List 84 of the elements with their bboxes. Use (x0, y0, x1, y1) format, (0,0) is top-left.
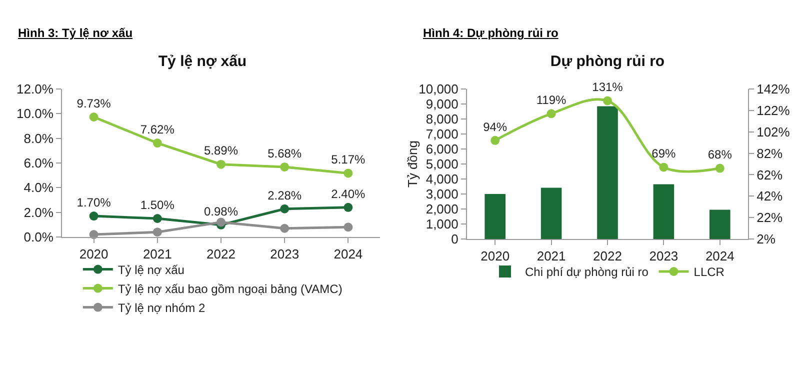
data-label: 2.40% (331, 186, 366, 201)
y2-tick-label: 22% (756, 210, 784, 226)
bar (484, 194, 506, 239)
x-tick-label: 2024 (334, 246, 363, 262)
point (216, 218, 226, 227)
y2-tick-label: 122% (756, 102, 790, 118)
y-tick-label: 4.0% (24, 180, 54, 196)
bar (710, 210, 730, 239)
data-label: 119% (536, 93, 567, 108)
chart-title: Hình 3: Tỷ lệ nơ xấu (18, 26, 133, 40)
y2-tick-label: 102% (756, 124, 790, 140)
data-label: 0.98% (204, 204, 238, 218)
x-tick-label: 2021 (142, 246, 172, 262)
bar (653, 184, 674, 239)
point (659, 162, 668, 172)
y-tick-label: 8.0% (24, 130, 54, 146)
y-tick-label: 6.0% (24, 156, 54, 171)
data-label: 131% (592, 80, 624, 94)
legend-label: Tỷ lệ nợ nhóm 2 (118, 300, 206, 315)
chart-subtitle: Dự phòng rủi ro (550, 53, 665, 70)
point (280, 162, 290, 172)
data-label: 5.68% (268, 146, 302, 160)
y-tick-label: 9,000 (426, 96, 458, 112)
y2-tick-label: 62% (756, 167, 784, 182)
y-tick-label: 12.0% (16, 82, 54, 97)
y-tick-label: 0.0% (24, 230, 54, 245)
x-tick-label: 2022 (206, 246, 236, 262)
legend-label: Tỷ lệ nợ xấu (118, 262, 184, 277)
x-tick-label: 2021 (536, 248, 566, 264)
x-tick-label: 2023 (649, 248, 678, 264)
data-label: 94% (483, 120, 508, 134)
bar (540, 188, 562, 239)
chart-subtitle: Tỷ lệ nợ xấu (158, 53, 247, 70)
data-label: 1.70% (76, 195, 112, 210)
point (344, 202, 353, 212)
y-axis-title: Tỷ đồng (405, 140, 420, 188)
bar (597, 106, 618, 239)
point (152, 138, 162, 148)
data-label: 69% (652, 146, 676, 161)
y-tick-label: 5,000 (426, 156, 458, 172)
y-tick-label: 0 (451, 232, 458, 247)
data-label: 68% (708, 148, 732, 162)
x-tick-label: 2022 (593, 248, 622, 264)
legend-label: Chi phí dự phòng rủi ro (525, 265, 649, 280)
point (603, 96, 612, 106)
point (280, 204, 290, 214)
data-label: 5.89% (204, 144, 238, 158)
y2-tick-label: 42% (756, 188, 784, 204)
data-label: 7.62% (140, 122, 175, 136)
point (89, 212, 98, 221)
y2-tick-label: 142% (756, 82, 790, 97)
point (216, 160, 226, 169)
legend-label: Tỷ lệ nợ xấu bao gồm ngoại bảng (VAMC) (118, 282, 342, 296)
point (344, 222, 353, 232)
y-tick-label: 4,000 (426, 172, 458, 187)
y-tick-label: 7,000 (426, 126, 458, 142)
x-tick-label: 2024 (705, 248, 734, 264)
chart-title: Hình 4: Dự phòng rủi ro (423, 26, 558, 40)
y-tick-label: 1,000 (426, 216, 458, 232)
x-tick-label: 2023 (270, 246, 300, 262)
y2-tick-label: 2% (756, 232, 776, 247)
point (490, 136, 500, 145)
y-tick-label: 8,000 (426, 112, 458, 127)
legend-label: LLCR (694, 265, 725, 280)
y-tick-label: 2,000 (426, 202, 458, 217)
y-tick-label: 10.0% (16, 106, 54, 122)
point (89, 112, 98, 122)
y-tick-label: 3,000 (426, 186, 458, 202)
data-label: 5.17% (331, 152, 366, 167)
point (280, 224, 290, 233)
x-tick-label: 2020 (480, 248, 510, 264)
point (715, 164, 724, 173)
point (152, 214, 162, 223)
y-tick-label: 6,000 (426, 142, 458, 157)
data-label: 2.28% (268, 188, 302, 202)
data-label: 1.50% (140, 198, 175, 212)
x-tick-label: 2020 (79, 246, 108, 262)
point (344, 168, 353, 178)
point (546, 109, 556, 118)
y2-tick-label: 82% (756, 146, 784, 161)
data-label: 9.73% (76, 96, 112, 110)
y-tick-label: 2.0% (24, 204, 54, 220)
point (152, 228, 162, 237)
y-tick-label: 10,000 (418, 82, 458, 97)
